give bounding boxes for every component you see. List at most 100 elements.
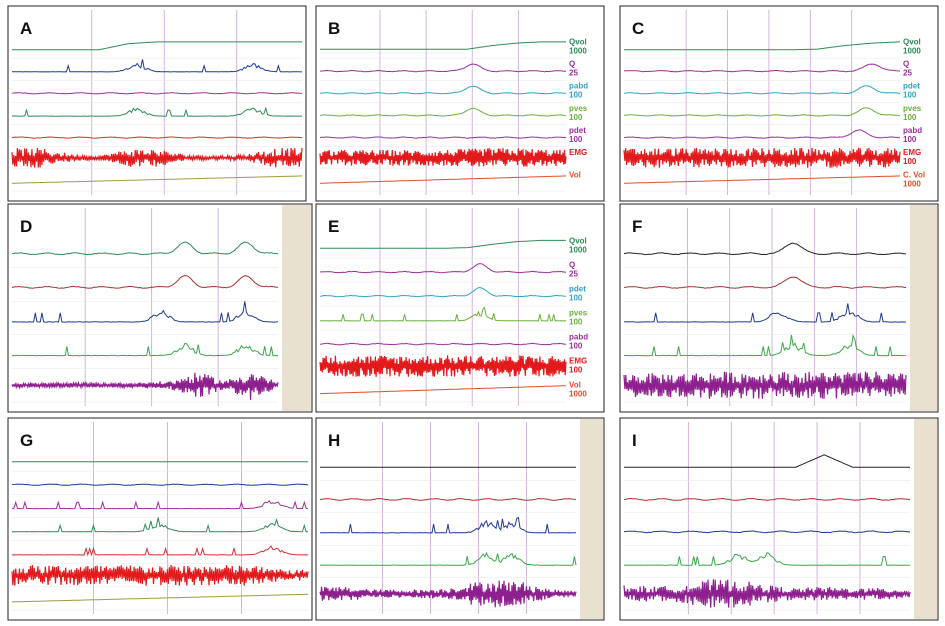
trace-line	[11, 241, 279, 256]
trace-label: Qvol	[903, 37, 921, 46]
trace-line	[11, 301, 279, 323]
trace-line	[623, 63, 901, 73]
trace-scale: 100	[569, 342, 583, 351]
trace-line	[11, 517, 309, 533]
trace-line	[623, 107, 901, 117]
trace-scale: 100	[569, 366, 583, 375]
trace-label: Q	[903, 60, 909, 69]
panel-letter: E	[328, 217, 339, 236]
trace-line	[11, 372, 279, 400]
trace-scale: 100	[903, 91, 917, 100]
trace-line	[623, 242, 907, 256]
trace-scale: 1000	[569, 46, 587, 55]
trace-line	[623, 303, 907, 323]
panel-f: F	[619, 203, 939, 413]
trace-line	[319, 263, 567, 274]
trace-scale: 25	[903, 69, 912, 78]
trace-line	[11, 136, 303, 139]
trace-line	[319, 136, 567, 139]
panel-letter: I	[632, 431, 637, 450]
trace-scale: 100	[569, 294, 583, 303]
trace-line	[320, 385, 566, 395]
trace-scale: 100	[569, 91, 583, 100]
trace-label: pdet	[903, 82, 920, 91]
trace-scale: 100	[903, 157, 917, 166]
trace-line	[623, 175, 901, 184]
trace-line	[319, 286, 567, 298]
trace-line	[623, 147, 901, 168]
trace-line	[320, 516, 577, 534]
trace-line	[11, 175, 303, 184]
panel-sidebar	[910, 205, 937, 411]
trace-line	[319, 306, 567, 322]
trace-label: pabd	[903, 126, 922, 135]
trace-line	[624, 454, 910, 468]
trace-line	[11, 500, 309, 510]
trace-line	[319, 580, 577, 608]
trace-label: Q	[569, 60, 575, 69]
trace-label: Vol	[569, 170, 581, 179]
trace-line	[623, 552, 911, 566]
panel-frame	[619, 5, 939, 202]
trace-line	[12, 59, 303, 73]
panel-letter: F	[632, 217, 642, 236]
trace-line	[319, 175, 567, 184]
trace-line	[319, 497, 577, 501]
trace-line	[319, 63, 567, 73]
panel-c: Qvol1000Q25pdet100pves100pabd100EMG100C.…	[619, 5, 939, 202]
trace-label: EMG	[903, 148, 921, 157]
trace-line	[11, 564, 309, 586]
trace-line	[11, 483, 309, 486]
trace-label: C. Vol	[903, 170, 925, 179]
trace-scale: 100	[903, 113, 917, 122]
panel-letter: H	[328, 431, 340, 450]
panel-frame	[619, 417, 939, 621]
trace-label: pabd	[569, 333, 588, 342]
trace-line	[623, 85, 901, 95]
trace-line	[11, 92, 303, 95]
trace-scale: 1000	[903, 179, 921, 188]
panel-sidebar	[580, 419, 603, 619]
trace-label: Vol	[569, 381, 581, 390]
trace-scale: 100	[569, 318, 583, 327]
trace-label: pdet	[569, 126, 586, 135]
trace-scale: 100	[569, 113, 583, 122]
panel-letter: A	[20, 19, 32, 38]
trace-line	[623, 371, 907, 399]
trace-line	[320, 41, 566, 50]
trace-label: Q	[569, 261, 575, 270]
trace-line	[319, 551, 577, 566]
panel-frame	[7, 417, 313, 621]
trace-line	[623, 334, 907, 357]
panel-i: I	[619, 417, 939, 621]
panel-a: A	[7, 5, 307, 202]
trace-line	[319, 107, 567, 117]
trace-label: pabd	[569, 82, 588, 91]
trace-line	[623, 579, 911, 608]
panel-h: H	[315, 417, 605, 621]
trace-scale: 100	[569, 135, 583, 144]
trace-line	[12, 41, 302, 51]
panel-frame	[315, 203, 605, 413]
panel-letter: B	[328, 19, 340, 38]
trace-label: pves	[569, 104, 588, 113]
trace-label: pves	[569, 309, 588, 318]
trace-label: Qvol	[569, 237, 587, 246]
trace-line	[12, 106, 302, 117]
trace-line	[319, 85, 567, 95]
trace-label: EMG	[569, 357, 587, 366]
trace-line	[319, 355, 567, 377]
panel-frame	[315, 417, 605, 621]
panel-d: D	[7, 203, 313, 413]
trace-line	[623, 497, 911, 501]
panels-layer: AQvol1000Q25pabd100pves100pdet100EMGVolB…	[7, 5, 939, 621]
trace-scale: 1000	[569, 390, 587, 399]
trace-line	[320, 239, 566, 249]
trace-label: EMG	[569, 148, 587, 157]
panel-sidebar	[914, 419, 937, 619]
trace-scale: 1000	[903, 46, 921, 55]
trace-label: pdet	[569, 285, 586, 294]
panel-letter: G	[20, 431, 33, 450]
